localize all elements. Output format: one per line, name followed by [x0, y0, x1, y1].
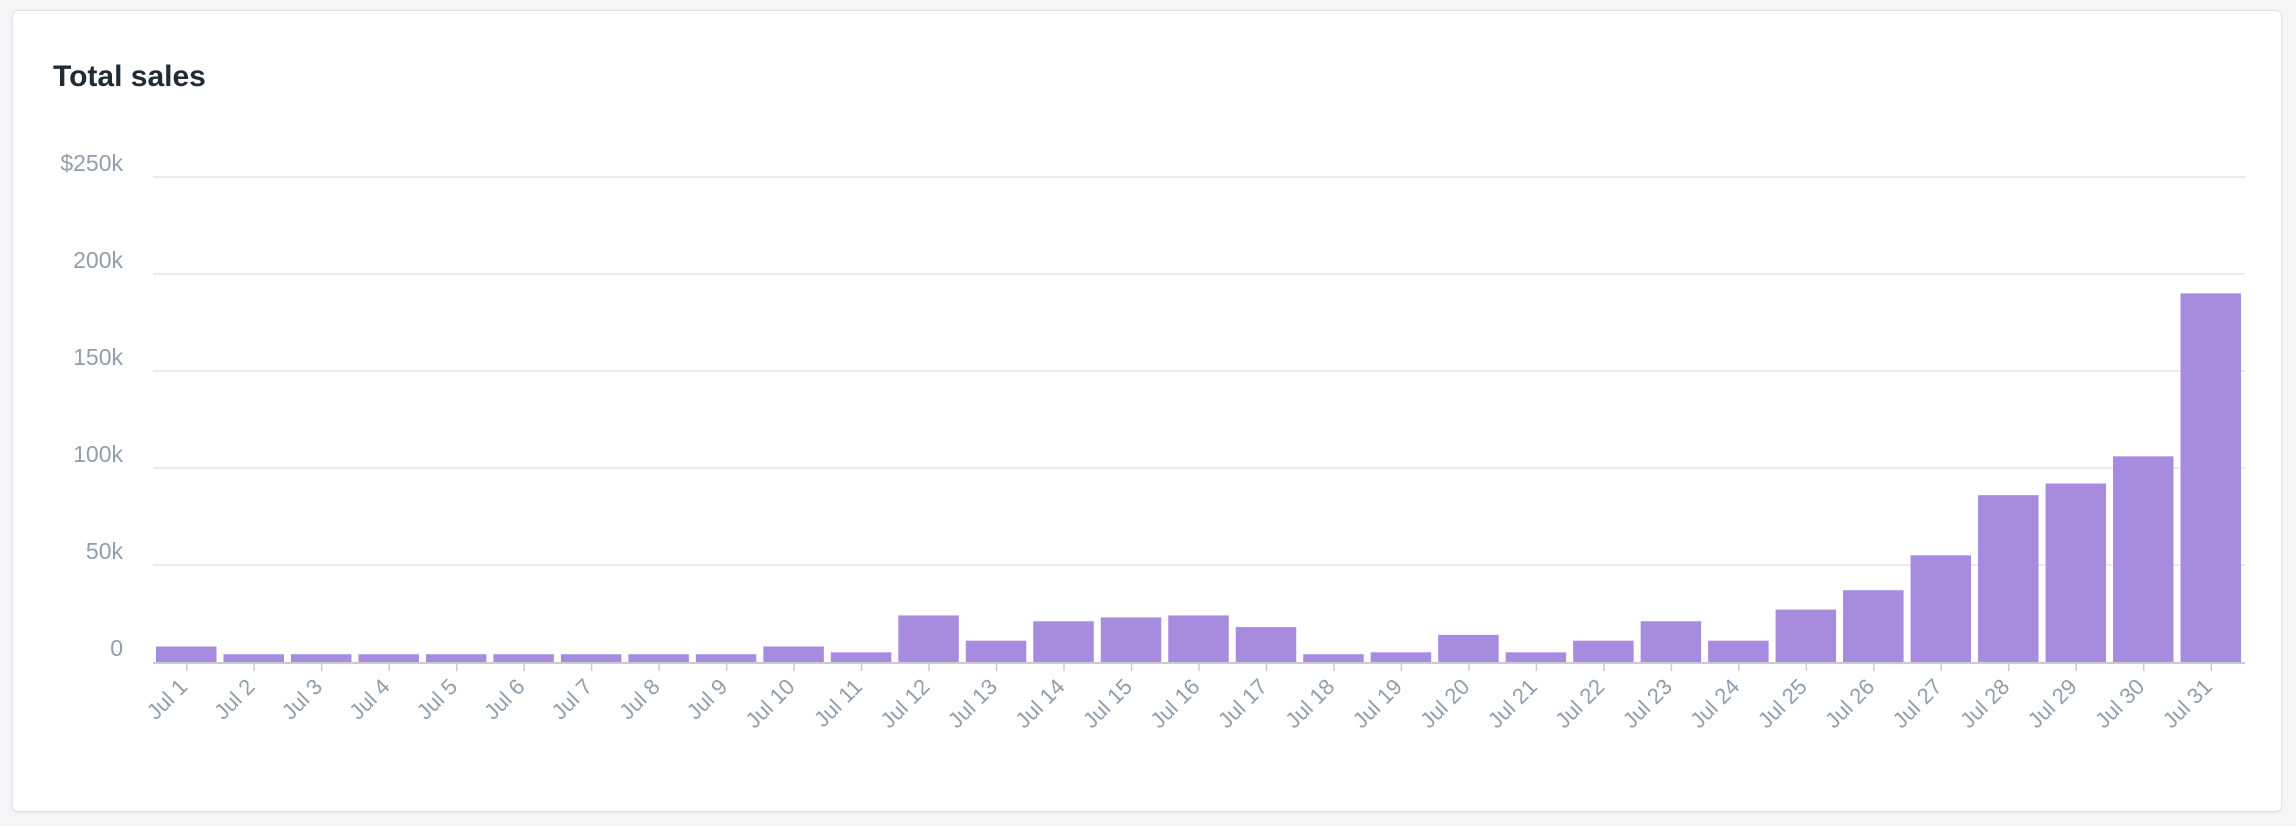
y-tick-label: 50k	[86, 538, 124, 564]
x-tick-label: Jul 23	[1618, 674, 1677, 733]
y-tick-label: 200k	[73, 247, 123, 273]
bar[interactable]	[1168, 615, 1229, 662]
x-tick-label: Jul 9	[682, 674, 733, 725]
bar[interactable]	[1100, 617, 1162, 662]
bar[interactable]	[1505, 652, 1567, 662]
x-tick-label: Jul 4	[344, 674, 395, 725]
y-tick-label: $250k	[60, 150, 123, 176]
x-tick-label: Jul 1	[142, 674, 193, 725]
bar[interactable]	[1303, 654, 1364, 662]
bar[interactable]	[2045, 483, 2107, 662]
bar[interactable]	[2113, 456, 2174, 662]
bar[interactable]	[1640, 621, 1702, 662]
bar[interactable]	[1775, 609, 1837, 662]
bar[interactable]	[965, 640, 1027, 662]
x-tick-label: Jul 13	[943, 674, 1002, 733]
bar[interactable]	[1033, 621, 1094, 662]
bar[interactable]	[1438, 634, 1499, 662]
x-tick-label: Jul 8	[614, 674, 665, 725]
x-tick-label: Jul 28	[1955, 674, 2014, 733]
y-axis: 0 50k 100k 150k 200k $250k	[60, 150, 123, 661]
bar[interactable]	[156, 646, 217, 662]
gridlines	[153, 176, 2245, 566]
x-tick-label: Jul 19	[1348, 674, 1407, 733]
x-tick-label: Jul 10	[740, 674, 799, 733]
x-tick-label: Jul 15	[1078, 674, 1137, 733]
x-tick-label: Jul 24	[1685, 674, 1744, 733]
bar[interactable]	[493, 654, 554, 662]
bar[interactable]	[1235, 627, 1297, 662]
y-tick-label: 150k	[73, 344, 123, 370]
x-tick-label: Jul 5	[412, 674, 463, 725]
bar[interactable]	[358, 654, 419, 662]
x-tick-label: Jul 2	[209, 674, 260, 725]
bar[interactable]	[1978, 495, 2039, 662]
bar[interactable]	[1843, 590, 1904, 662]
x-tick-label: Jul 17	[1213, 674, 1272, 733]
x-tick-label: Jul 3	[277, 674, 328, 725]
bar[interactable]	[1370, 652, 1432, 662]
x-tick-label: Jul 16	[1145, 674, 1204, 733]
x-tick-label: Jul 11	[809, 674, 867, 732]
bar[interactable]	[1573, 640, 1634, 662]
x-tick-label: Jul 27	[1888, 674, 1947, 733]
x-tick-label: Jul 25	[1753, 674, 1812, 733]
y-tick-label: 0	[110, 635, 123, 661]
x-tick-label: Jul 18	[1280, 674, 1339, 733]
y-tick-label: 100k	[73, 441, 123, 467]
card-title: Total sales	[53, 60, 206, 93]
x-tick-label: Jul 7	[547, 674, 598, 725]
x-tick-label: Jul 20	[1415, 674, 1474, 733]
bar[interactable]	[695, 654, 757, 662]
bar[interactable]	[898, 615, 959, 662]
bar[interactable]	[1708, 640, 1769, 662]
bar[interactable]	[830, 652, 892, 662]
bar[interactable]	[1910, 555, 1972, 662]
x-tick-label: Jul 29	[2023, 674, 2082, 733]
bar[interactable]	[628, 654, 689, 662]
bars	[156, 293, 2241, 662]
x-axis: Jul 1 Jul 2 Jul 3 Jul 4 Jul 5 Jul 6 Jul 7 Jul 8…	[142, 662, 2245, 733]
bar[interactable]	[223, 654, 284, 662]
x-tick-label: Jul 22	[1550, 674, 1609, 733]
bar[interactable]	[763, 646, 824, 662]
bar[interactable]	[560, 654, 622, 662]
bar[interactable]	[2180, 293, 2241, 662]
x-tick-label: Jul 12	[875, 674, 934, 733]
bar[interactable]	[425, 654, 487, 662]
x-tick-label: Jul 26	[1820, 674, 1879, 733]
x-tick-label: Jul 31	[2158, 674, 2217, 733]
x-tick-label: Jul 30	[2090, 674, 2149, 733]
x-tick-label: Jul 6	[479, 674, 530, 725]
bar[interactable]	[290, 654, 352, 662]
x-tick-label: Jul 21	[1483, 674, 1542, 733]
x-tick-label: Jul 14	[1010, 674, 1069, 733]
